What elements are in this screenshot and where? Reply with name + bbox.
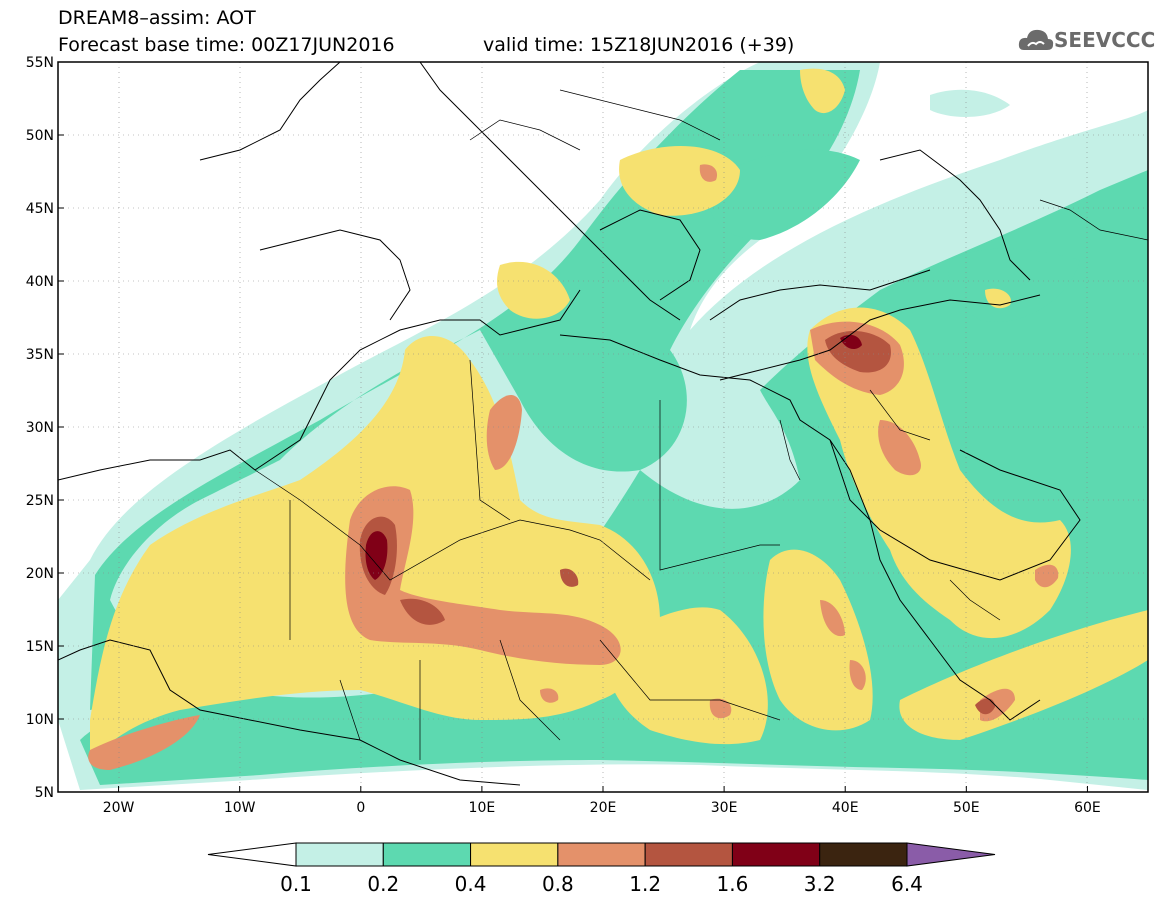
lon-tick-label: 0 — [356, 800, 365, 816]
axis-labels: 55N 50N 45N 40N 35N 30N 25N 20N 15N 10N 5N 20W 10W 0 1… — [26, 55, 1101, 816]
lat-tick-label: 20N — [26, 566, 54, 582]
cloud-logo-icon — [1018, 29, 1054, 50]
lat-tick-label: 50N — [26, 128, 54, 144]
colorbar-level-label: 0.2 — [367, 872, 400, 896]
map-title: DREAM8–assim: AOT — [58, 7, 256, 29]
lat-tick-label: 55N — [26, 55, 54, 71]
colorbar-swatch — [644, 842, 733, 867]
forecast-base-time: Forecast base time: 00Z17JUN2016 — [58, 34, 395, 56]
lon-tick-label: 50E — [953, 800, 980, 816]
lon-tick-label: 10W — [224, 800, 256, 816]
lon-tick-label: 20W — [103, 800, 135, 816]
colorbar-level-label: 0.1 — [280, 872, 312, 896]
colorbar-high-triangle — [906, 842, 996, 867]
logo-text: SEEVCCC — [1054, 28, 1156, 52]
colorbar-swatch — [470, 842, 559, 867]
lat-tick-label: 5N — [35, 785, 54, 801]
colorbar-swatch — [819, 842, 908, 867]
valid-time: valid time: 15Z18JUN2016 (+39) — [483, 34, 795, 56]
lat-tick-label: 25N — [26, 493, 54, 509]
colorbar — [207, 842, 996, 867]
colorbar-level-label: 6.4 — [891, 872, 923, 896]
lon-tick-label: 60E — [1074, 800, 1101, 816]
colorbar-level-label: 0.4 — [454, 872, 487, 896]
colorbar-swatch — [295, 842, 384, 867]
lat-tick-label: 15N — [26, 639, 54, 655]
lat-tick-label: 40N — [26, 274, 54, 290]
aot-field — [58, 62, 1148, 792]
colorbar-level-label: 3.2 — [803, 872, 836, 896]
colorbar-low-triangle — [207, 842, 297, 867]
lat-tick-label: 45N — [26, 201, 54, 217]
lon-tick-label: 20E — [590, 800, 617, 816]
colorbar-level-label: 1.6 — [716, 872, 749, 896]
colorbar-swatch — [382, 842, 472, 867]
lon-tick-label: 10E — [469, 800, 496, 816]
lat-tick-label: 35N — [26, 347, 54, 363]
gridlines — [58, 62, 1148, 792]
lat-tick-label: 30N — [26, 420, 54, 436]
lon-tick-label: 40E — [832, 800, 859, 816]
colorbar-level-label: 0.8 — [541, 872, 574, 896]
lat-tick-label: 10N — [26, 712, 54, 728]
lon-tick-label: 30E — [711, 800, 738, 816]
coastlines — [58, 62, 1081, 786]
colorbar-swatch — [731, 842, 821, 867]
country-borders — [254, 89, 1148, 760]
colorbar-swatch — [557, 842, 646, 867]
colorbar-level-label: 1.2 — [629, 872, 662, 896]
